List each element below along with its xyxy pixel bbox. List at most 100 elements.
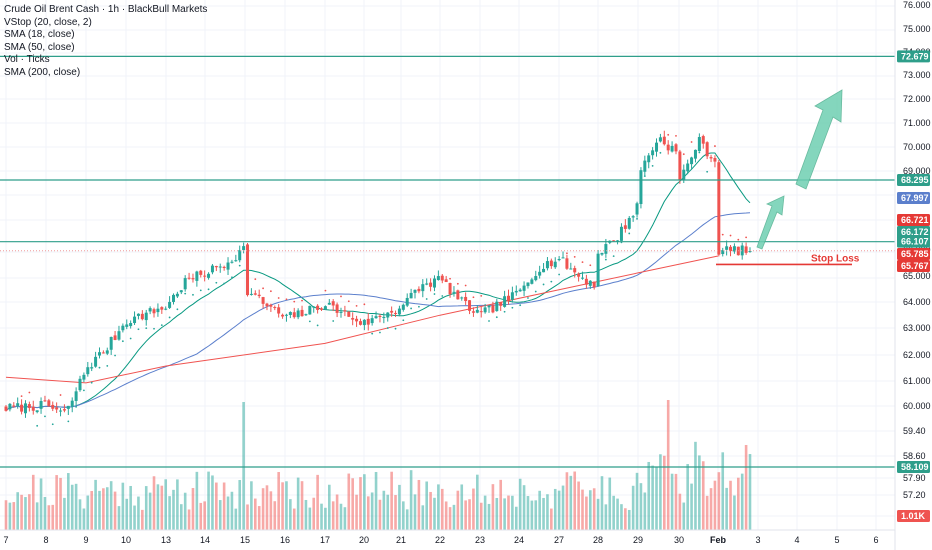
volume-bar <box>109 481 113 530</box>
volume-bar <box>725 487 728 530</box>
vstop-dot <box>628 232 631 235</box>
volume-bar <box>20 494 23 530</box>
time-tick: 15 <box>240 535 250 545</box>
volume-bar <box>433 497 436 530</box>
volume-bar <box>476 474 479 530</box>
candle-body <box>588 280 592 286</box>
horizontal-levels[interactable] <box>0 0 895 468</box>
candle-body <box>265 303 269 307</box>
candle-body <box>133 316 137 324</box>
candle-body <box>510 292 514 300</box>
volume-bar <box>347 473 351 530</box>
candle-body <box>203 275 207 277</box>
candle-body <box>569 268 573 270</box>
volume-bar <box>460 484 464 530</box>
volume-bar <box>522 485 526 530</box>
candle-body <box>82 374 86 380</box>
vstop-dot <box>418 305 420 308</box>
sma50-line <box>5 212 751 412</box>
volume-bar <box>604 504 608 530</box>
vstop-dot <box>277 297 280 299</box>
volume-bar <box>507 495 510 530</box>
vstop-dot <box>340 295 342 298</box>
volume-bar <box>242 402 245 530</box>
price-axis[interactable]: 76.00075.00074.00073.00072.00071.00070.0… <box>895 0 932 550</box>
candle-body <box>296 310 300 318</box>
volume-bar <box>709 488 713 530</box>
volume-bar <box>59 477 62 530</box>
candle-body <box>183 278 187 290</box>
volume-bar <box>448 507 452 530</box>
legend-volume[interactable]: Vol · Ticks <box>4 54 50 65</box>
candle-body <box>623 225 627 229</box>
volume-bar <box>561 485 565 530</box>
volume-bar <box>191 488 195 530</box>
volume-bar <box>129 485 132 530</box>
candle-body <box>534 276 538 281</box>
candle-body <box>425 283 429 285</box>
vstop-dot <box>308 320 311 323</box>
candle-body <box>23 403 27 414</box>
legend-sma200[interactable]: SMA (200, close) <box>4 66 81 78</box>
time-axis[interactable]: 7 8 9 10 13 14 15 16 17 20 21 22 23 24 27 28 29 30 Feb 3 4 5 6 <box>0 0 896 550</box>
candle-body <box>647 155 651 163</box>
time-tick: 6 <box>873 535 878 545</box>
volume-bar <box>437 484 440 530</box>
candle-body <box>230 261 234 263</box>
vstop-dot <box>682 153 685 156</box>
vstop-dot <box>145 327 148 330</box>
candle-body <box>292 312 296 318</box>
candle-body <box>234 260 238 262</box>
vstop-dot <box>20 395 23 397</box>
vstop-dot <box>464 284 467 287</box>
vstop-dot <box>589 264 592 267</box>
candle-body <box>612 240 616 242</box>
volume-bar <box>682 502 686 530</box>
vstop-dot <box>36 424 39 427</box>
volume-bar <box>429 491 432 530</box>
candle-body <box>261 297 265 304</box>
candle-body <box>47 400 51 407</box>
candle-body <box>101 352 105 354</box>
candle-body <box>242 246 246 251</box>
candle-body <box>105 350 109 354</box>
volume-bar <box>296 477 300 530</box>
volume-bar <box>156 484 160 530</box>
candle-body <box>74 391 78 401</box>
legend-sma50[interactable]: SMA (50, close) <box>4 41 75 53</box>
vstop-dot <box>121 340 124 343</box>
annotations[interactable]: Stop Loss <box>716 89 860 266</box>
candle-body <box>440 275 444 281</box>
legend-vstop[interactable]: VStop (20, close, 2) <box>4 16 92 28</box>
legend-title[interactable]: Crude Oil Brent Cash · 1h · BlackBull Ma… <box>4 4 208 15</box>
vstop-dot <box>441 295 444 297</box>
time-tick: 4 <box>794 535 799 545</box>
volume-bar <box>67 473 70 530</box>
vstop-dot <box>675 134 677 137</box>
legend-sma18[interactable]: SMA (18, close) <box>4 29 75 40</box>
volume-bar <box>674 473 678 530</box>
volume-bar <box>526 496 530 530</box>
price-badge <box>897 214 930 226</box>
candle-body <box>226 262 230 270</box>
volume-bar <box>343 507 347 530</box>
volume-bar <box>63 497 66 530</box>
volume-bar <box>616 498 619 530</box>
volume-bar <box>90 490 93 530</box>
vstop-dot <box>667 133 670 136</box>
volume-bar <box>35 502 39 530</box>
vstop-dot <box>527 297 529 299</box>
candle-body <box>339 311 343 313</box>
volume-bar <box>620 504 623 530</box>
volume-bar <box>285 481 288 530</box>
volume-bar <box>398 484 401 530</box>
volume-bars <box>4 400 752 530</box>
volume-bar <box>265 485 269 530</box>
volume-bar <box>94 479 97 530</box>
candle-body <box>643 160 647 172</box>
volume-bar <box>733 495 736 530</box>
price-tick: 75.000 <box>903 24 931 34</box>
volume-bar <box>717 472 721 530</box>
candle-body <box>666 144 670 151</box>
